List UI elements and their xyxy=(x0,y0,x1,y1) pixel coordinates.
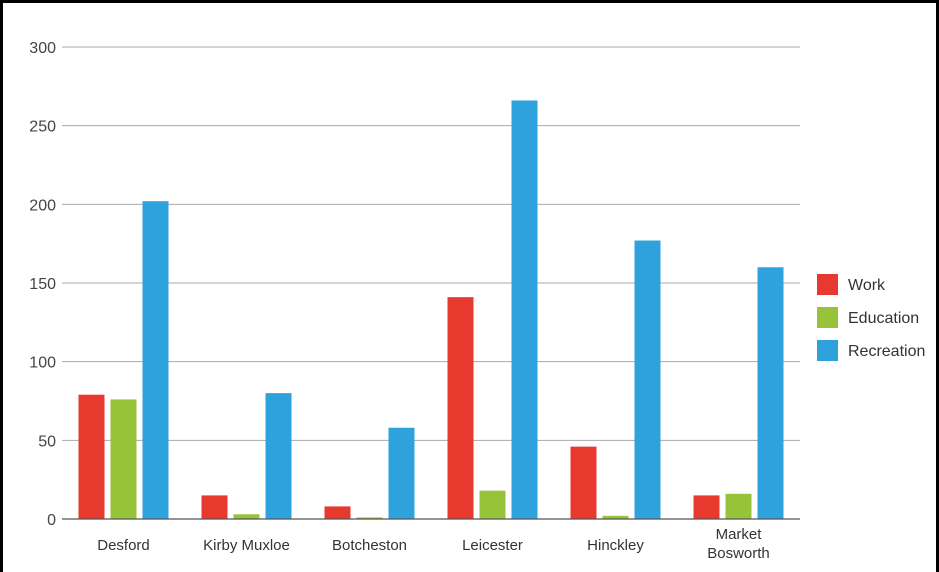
y-tick-label: 150 xyxy=(29,276,56,293)
bar-recreation-5 xyxy=(757,267,784,519)
bar-work-2 xyxy=(324,506,351,519)
bar-recreation-4 xyxy=(634,240,661,519)
bar-work-4 xyxy=(570,446,597,519)
x-category-label: Botcheston xyxy=(332,537,407,554)
x-category-label: Desford xyxy=(97,537,150,554)
bar-work-0 xyxy=(78,394,105,519)
legend-label-education: Education xyxy=(848,310,919,327)
y-tick-label: 100 xyxy=(29,355,56,372)
bar-recreation-2 xyxy=(388,427,415,519)
x-category-label: Leicester xyxy=(462,537,523,554)
x-category-label: Hinckley xyxy=(587,537,644,554)
y-tick-label: 200 xyxy=(29,197,56,214)
y-axis-ticks: 0 50 100 150 200 250 300 xyxy=(29,40,56,529)
bar-education-5 xyxy=(725,493,752,519)
legend-swatch-recreation xyxy=(817,340,838,361)
x-category-label: Bosworth xyxy=(707,545,770,562)
legend-swatch-education xyxy=(817,307,838,328)
bar-recreation-1 xyxy=(265,393,292,519)
bar-work-5 xyxy=(693,495,720,519)
x-category-label: Kirby Muxloe xyxy=(203,537,290,554)
grid-lines xyxy=(62,46,800,441)
bars xyxy=(78,100,784,520)
legend: Work Education Recreation xyxy=(817,274,925,361)
bar-education-0 xyxy=(110,399,137,519)
y-tick-label: 0 xyxy=(47,512,56,529)
bar-education-2 xyxy=(356,517,383,519)
x-axis-labels: Desford Kirby Muxloe Botcheston Leicester Hi… xyxy=(97,526,770,562)
legend-label-work: Work xyxy=(848,277,886,294)
bar-education-1 xyxy=(233,514,260,519)
bar-work-3 xyxy=(447,297,474,519)
y-tick-label: 50 xyxy=(38,433,56,450)
legend-label-recreation: Recreation xyxy=(848,343,925,360)
bar-education-3 xyxy=(479,490,506,519)
y-tick-label: 250 xyxy=(29,119,56,136)
bar-work-1 xyxy=(201,495,228,519)
x-category-label: Market xyxy=(716,526,763,543)
bar-education-4 xyxy=(602,515,629,519)
legend-swatch-work xyxy=(817,274,838,295)
bar-recreation-3 xyxy=(511,100,538,519)
y-tick-label: 300 xyxy=(29,40,56,57)
bar-recreation-0 xyxy=(142,201,169,520)
